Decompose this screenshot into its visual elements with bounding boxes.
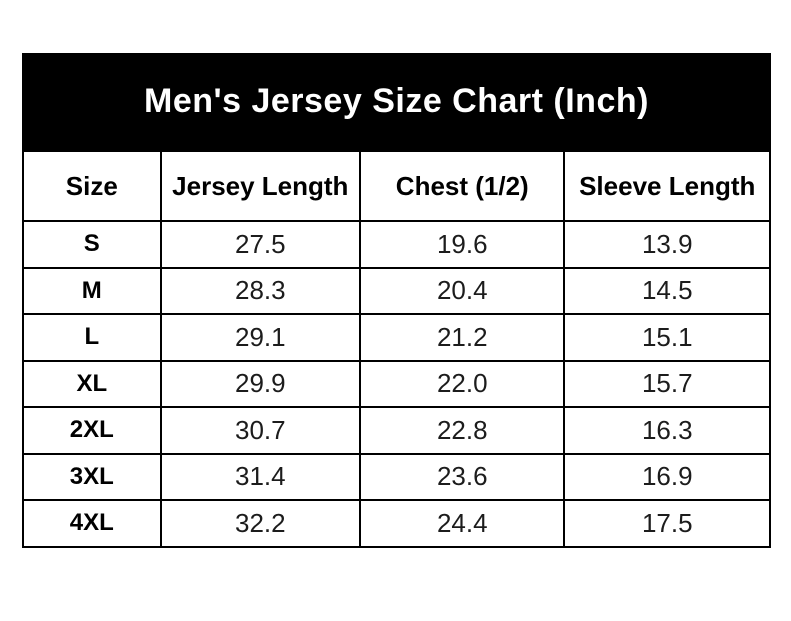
table-row-s: S 27.5 19.6 13.9: [22, 220, 771, 269]
table-row-2xl: 2XL 30.7 22.8 16.3: [22, 406, 771, 455]
table-row-3xl: 3XL 31.4 23.6 16.9: [22, 452, 771, 501]
size-label: XL: [22, 359, 162, 408]
jersey-length-value: 28.3: [159, 266, 362, 315]
jersey-length-value: 30.7: [159, 406, 362, 455]
sleeve-length-value: 15.1: [563, 313, 771, 362]
table-row-4xl: 4XL 32.2 24.4 17.5: [22, 499, 771, 548]
size-label: L: [22, 313, 162, 362]
size-label: S: [22, 220, 162, 269]
column-header-jersey-length: Jersey Length: [159, 150, 362, 222]
sleeve-length-value: 17.5: [563, 499, 771, 548]
size-label: 3XL: [22, 452, 162, 501]
table-row-xl: XL 29.9 22.0 15.7: [22, 359, 771, 408]
table-row-l: L 29.1 21.2 15.1: [22, 313, 771, 362]
size-label: 4XL: [22, 499, 162, 548]
chest-value: 22.8: [359, 406, 566, 455]
chest-value: 21.2: [359, 313, 566, 362]
column-header-sleeve-length: Sleeve Length: [563, 150, 771, 222]
table-header-row: Size Jersey Length Chest (1/2) Sleeve Le…: [22, 150, 771, 222]
sleeve-length-value: 16.9: [563, 452, 771, 501]
table-row-m: M 28.3 20.4 14.5: [22, 266, 771, 315]
jersey-length-value: 29.1: [159, 313, 362, 362]
chart-title: Men's Jersey Size Chart (Inch): [144, 82, 649, 120]
jersey-length-value: 29.9: [159, 359, 362, 408]
chart-title-banner: Men's Jersey Size Chart (Inch): [22, 53, 771, 150]
sleeve-length-value: 14.5: [563, 266, 771, 315]
size-label: M: [22, 266, 162, 315]
chest-value: 20.4: [359, 266, 566, 315]
chest-value: 19.6: [359, 220, 566, 269]
column-header-size: Size: [22, 150, 162, 222]
chest-value: 24.4: [359, 499, 566, 548]
jersey-length-value: 31.4: [159, 452, 362, 501]
size-table: Size Jersey Length Chest (1/2) Sleeve Le…: [22, 150, 771, 548]
size-label: 2XL: [22, 406, 162, 455]
chest-value: 22.0: [359, 359, 566, 408]
size-chart: Men's Jersey Size Chart (Inch) Size Jers…: [22, 53, 771, 548]
jersey-length-value: 27.5: [159, 220, 362, 269]
sleeve-length-value: 16.3: [563, 406, 771, 455]
column-header-chest: Chest (1/2): [359, 150, 566, 222]
jersey-length-value: 32.2: [159, 499, 362, 548]
chest-value: 23.6: [359, 452, 566, 501]
sleeve-length-value: 13.9: [563, 220, 771, 269]
sleeve-length-value: 15.7: [563, 359, 771, 408]
